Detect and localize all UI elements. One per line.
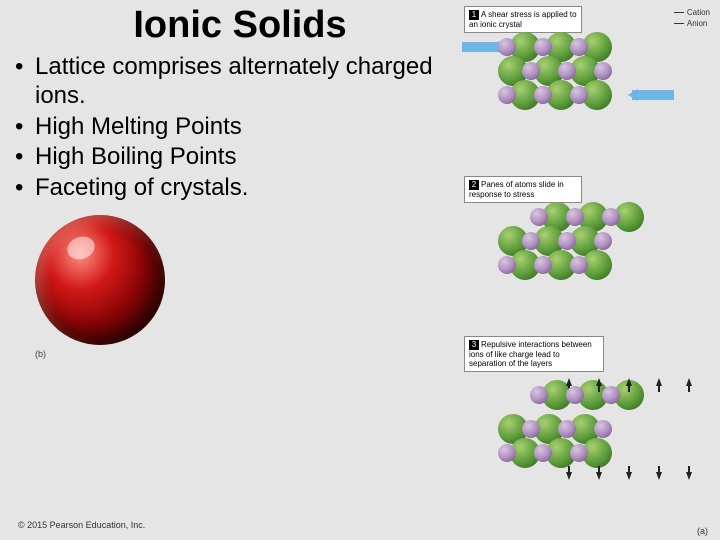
left-column: Lattice comprises alternately charged io… xyxy=(0,47,460,359)
separation-arrows-down xyxy=(554,472,704,480)
diagram-panel-3: 3Repulsive interactions between ions of … xyxy=(464,336,714,526)
callout-text: A shear stress is applied to an ionic cr… xyxy=(469,10,577,29)
callout-3: 3Repulsive interactions between ions of … xyxy=(464,336,604,372)
copyright-text: © 2015 Pearson Education, Inc. xyxy=(18,520,145,530)
gem-image: (b) xyxy=(35,215,460,359)
bullet-list: Lattice comprises alternately charged io… xyxy=(15,53,460,203)
legend-anion: Anion xyxy=(687,19,707,28)
callout-number: 2 xyxy=(469,180,479,190)
callout-text: Panes of atoms slide in response to stre… xyxy=(469,180,564,199)
bullet-item: Faceting of crystals. xyxy=(15,174,460,203)
bullet-item: High Boiling Points xyxy=(15,143,460,172)
lattice-2 xyxy=(504,202,704,280)
shear-arrow-left-icon xyxy=(632,90,674,100)
ruby-gem xyxy=(35,215,165,345)
gem-caption: (b) xyxy=(35,349,460,359)
bullet-item: High Melting Points xyxy=(15,113,460,142)
callout-2: 2Panes of atoms slide in response to str… xyxy=(464,176,582,203)
callout-number: 1 xyxy=(469,10,479,20)
lattice-3 xyxy=(504,376,704,480)
diagram-panel-2: 2Panes of atoms slide in response to str… xyxy=(464,176,714,326)
callout-text: Repulsive interactions between ions of l… xyxy=(469,340,592,368)
page-title: Ionic Solids xyxy=(10,0,470,47)
bullet-item: Lattice comprises alternately charged io… xyxy=(15,53,460,111)
diagram-column: 1A shear stress is applied to an ionic c… xyxy=(464,6,714,526)
diagram-panel-1: 1A shear stress is applied to an ionic c… xyxy=(464,6,714,166)
callout-number: 3 xyxy=(469,340,479,350)
lattice-1 xyxy=(504,32,704,110)
ion-legend: Cation Anion xyxy=(674,8,710,30)
callout-1: 1A shear stress is applied to an ionic c… xyxy=(464,6,582,33)
legend-cation: Cation xyxy=(687,8,710,17)
figure-label: (a) xyxy=(697,526,708,536)
